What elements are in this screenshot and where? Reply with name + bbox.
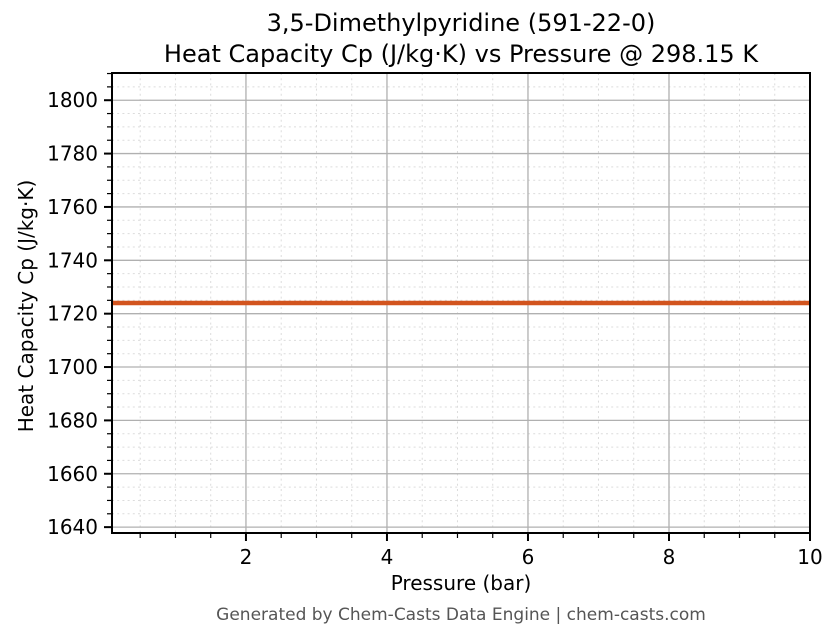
x-tick-label: 8 [663,545,676,569]
y-tick-label: 1780 [47,142,98,166]
y-tick-label: 1640 [47,515,98,539]
chart-title-line1: 3,5-Dimethylpyridine (591-22-0) [266,9,656,37]
x-tick-label: 2 [240,545,253,569]
y-axis-label: Heat Capacity Cp (J/kg·K) [14,179,38,433]
y-tick-label: 1760 [47,195,98,219]
y-tick-label: 1720 [47,302,98,326]
x-axis-label: Pressure (bar) [390,571,532,595]
y-tick-label: 1800 [47,88,98,112]
x-tick-label: 4 [381,545,394,569]
chart-title: 3,5-Dimethylpyridine (591-22-0) Heat Cap… [112,8,810,70]
y-tick-label: 1660 [47,462,98,486]
plot-border [111,72,811,534]
footer-attribution: Generated by Chem-Casts Data Engine | ch… [216,605,706,625]
y-tick-label: 1700 [47,355,98,379]
x-tick-label: 6 [522,545,535,569]
x-tick-label: 10 [797,545,822,569]
y-tick-label: 1740 [47,248,98,272]
y-tick-label: 1680 [47,408,98,432]
chart-title-line2: Heat Capacity Cp (J/kg·K) vs Pressure @ … [163,40,759,68]
